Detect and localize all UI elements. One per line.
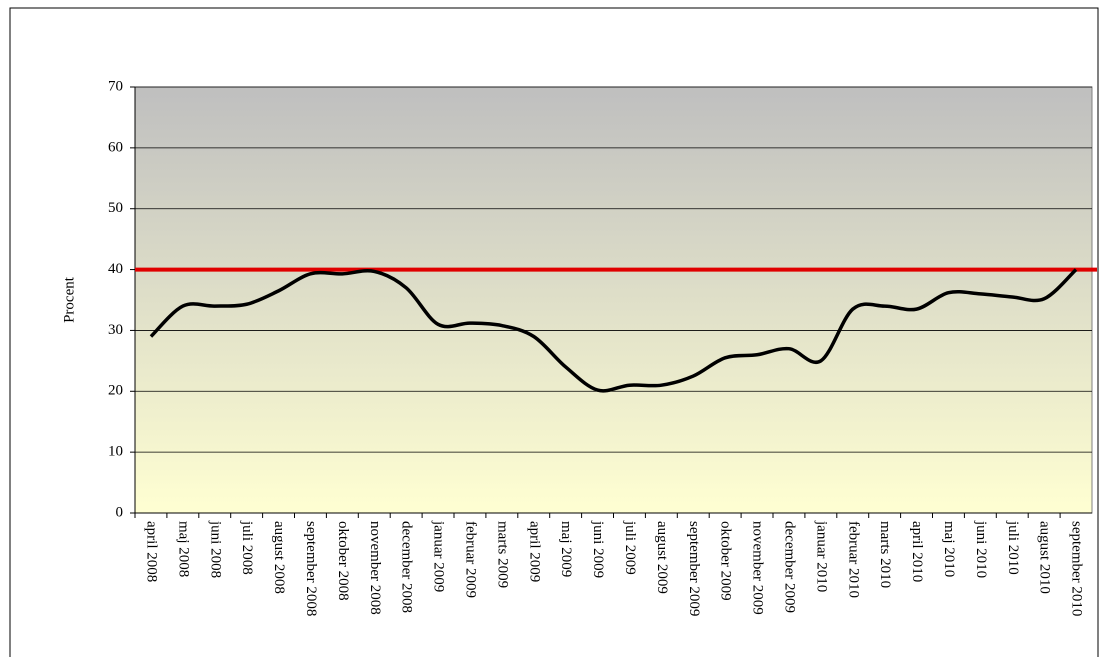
x-tick-label: marts 2010 (877, 521, 893, 588)
x-tick-label: juni 2008 (207, 520, 223, 578)
x-tick-label: januar 2010 (813, 520, 829, 592)
x-tick-label: oktober 2008 (335, 521, 351, 601)
x-tick-label: juli 2008 (239, 520, 255, 575)
x-tick-label: december 2008 (399, 521, 415, 613)
x-tick-label: april 2010 (909, 521, 925, 582)
x-tick-label: januar 2009 (431, 520, 447, 592)
x-tick-label: september 2008 (303, 521, 319, 616)
plot-area (134, 86, 1093, 514)
x-tick-label: november 2009 (750, 521, 766, 615)
x-tick-label: december 2009 (782, 521, 798, 613)
x-tick-label: maj 2008 (175, 521, 191, 577)
y-tick-label: 70 (108, 78, 123, 94)
x-tick-label: maj 2009 (558, 521, 574, 577)
x-tick-label: november 2008 (367, 521, 383, 615)
x-tick-label: april 2008 (144, 521, 160, 582)
frame (9, 7, 1099, 657)
y-tick-label: 40 (108, 261, 123, 277)
y-tick-label: 10 (108, 444, 123, 460)
y-tick-label: 30 (108, 322, 123, 338)
y-axis-label: Procent (61, 276, 77, 323)
x-tick-label: februar 2010 (845, 521, 861, 598)
x-tick-label: juni 2010 (973, 520, 989, 578)
x-tick-label: august 2009 (654, 521, 670, 594)
x-tick-label: juli 2009 (622, 520, 638, 575)
y-tick-label: 0 (116, 504, 124, 520)
y-tick-label: 20 (108, 383, 123, 399)
x-tick-label: september 2010 (1069, 521, 1085, 616)
x-tick-label: september 2009 (686, 521, 702, 616)
x-tick-label: maj 2010 (941, 521, 957, 577)
x-tick-label: juli 2010 (1005, 520, 1021, 575)
x-tick-label: oktober 2009 (718, 521, 734, 601)
x-tick-label: februar 2009 (463, 521, 479, 598)
y-tick-label: 50 (108, 200, 123, 216)
x-tick-label: marts 2009 (494, 521, 510, 588)
x-tick-label: april 2009 (526, 521, 542, 582)
x-tick-label: august 2010 (1037, 521, 1053, 594)
y-tick-label: 60 (108, 139, 123, 155)
x-tick-label: august 2008 (271, 521, 287, 594)
data-line (149, 268, 1078, 393)
x-tick-label: juni 2009 (590, 520, 606, 578)
